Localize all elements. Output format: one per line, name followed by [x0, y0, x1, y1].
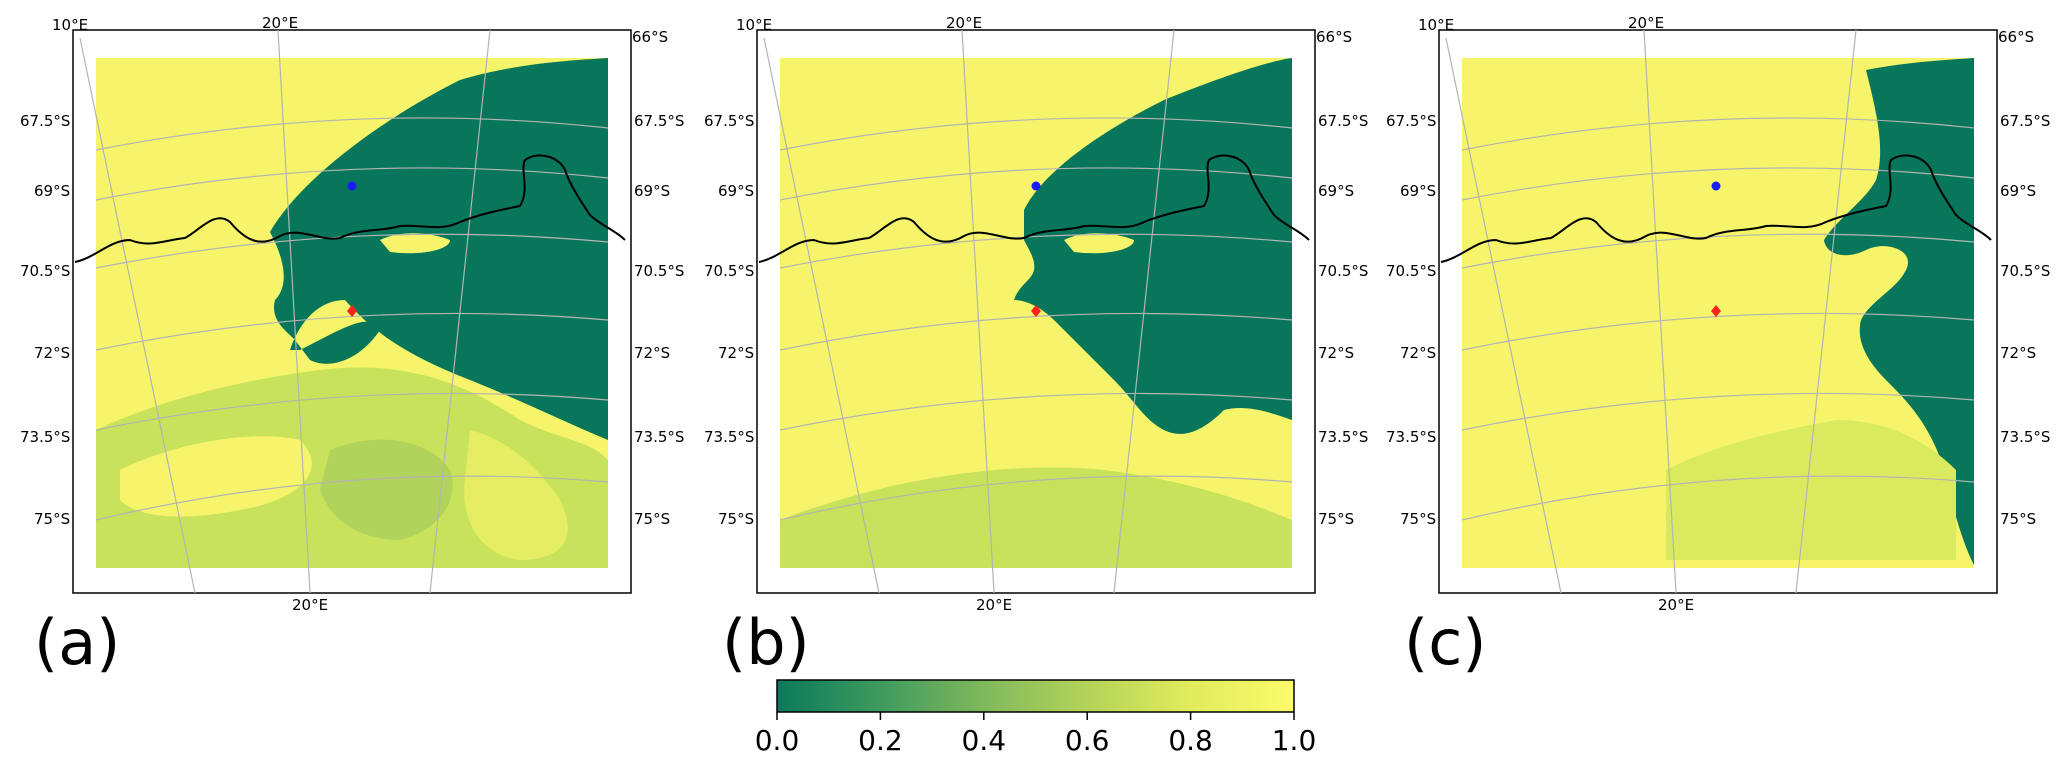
coastline: [758, 154, 1310, 263]
tick-67.5S-right: 67.5°S: [634, 112, 684, 130]
tick-66S-right: 66°S: [1316, 28, 1352, 46]
tick-66S-right: 66°S: [1998, 28, 2034, 46]
tick-75S-right: 75°S: [1318, 510, 1354, 528]
panel-label-b: (b): [722, 606, 810, 679]
tick-75S-left: 75°S: [718, 510, 754, 528]
map-panel-a: 10°E 20°E 20°E 67.5°S 69°S 70.5°S 72°S 7…: [20, 14, 684, 679]
graticule: [1445, 29, 1975, 594]
tick-bottom-20E: 20°E: [1658, 596, 1694, 614]
colorbar-tick-2: 0.4: [962, 724, 1007, 757]
map-data-a: [96, 58, 608, 568]
tick-70.5S-right: 70.5°S: [1318, 262, 1368, 280]
tick-70.5S-left: 70.5°S: [704, 262, 754, 280]
tick-69S-right: 69°S: [1318, 182, 1354, 200]
map-data-b: [780, 58, 1292, 568]
tick-20E: 20°E: [946, 14, 982, 32]
blue-dot-marker: [1711, 181, 1721, 191]
tick-75S-left: 75°S: [1400, 510, 1436, 528]
red-diamond-marker: [347, 305, 357, 317]
tick-73.5S-right: 73.5°S: [634, 428, 684, 446]
colorbar-tick-4: 0.8: [1168, 724, 1213, 757]
tick-bottom-20E: 20°E: [292, 596, 328, 614]
tick-67.5S-right: 67.5°S: [2000, 112, 2050, 130]
tick-20E: 20°E: [262, 14, 298, 32]
tick-72S-right: 72°S: [634, 344, 670, 362]
tick-73.5S-right: 73.5°S: [1318, 428, 1368, 446]
map-panel-c: 10°E 20°E 20°E 67.5°S 69°S 70.5°S 72°S 7…: [1386, 14, 2050, 679]
tick-70.5S-right: 70.5°S: [634, 262, 684, 280]
tick-20E: 20°E: [1628, 14, 1664, 32]
tick-69S-left: 69°S: [718, 182, 754, 200]
colorbar-tick-3: 0.6: [1065, 724, 1110, 757]
blue-dot-marker: [347, 181, 357, 191]
tick-73.5S-left: 73.5°S: [704, 428, 754, 446]
tick-67.5S-left: 67.5°S: [20, 112, 70, 130]
tick-73.5S-left: 73.5°S: [20, 428, 70, 446]
tick-10E: 10°E: [1418, 16, 1454, 34]
tick-72S-right: 72°S: [2000, 344, 2036, 362]
map-panel-b: 10°E 20°E 20°E 67.5°S 69°S 70.5°S 72°S 7…: [704, 14, 1368, 679]
tick-66S-right: 66°S: [632, 28, 668, 46]
tick-69S-left: 69°S: [34, 182, 70, 200]
tick-73.5S-left: 73.5°S: [1386, 428, 1436, 446]
tick-73.5S-right: 73.5°S: [2000, 428, 2050, 446]
tick-69S-left: 69°S: [1400, 182, 1436, 200]
tick-bottom-20E: 20°E: [976, 596, 1012, 614]
red-diamond-marker: [1711, 305, 1721, 317]
blue-dot-marker: [1031, 181, 1041, 191]
tick-70.5S-right: 70.5°S: [2000, 262, 2050, 280]
graticule: [763, 29, 1293, 594]
panel-label-a: (a): [34, 606, 120, 679]
tick-72S-left: 72°S: [34, 344, 70, 362]
colorbar-tick-0: 0.0: [755, 724, 800, 757]
red-diamond-marker: [1031, 305, 1041, 317]
colorbar-ticks: [776, 712, 1295, 720]
tick-10E: 10°E: [736, 16, 772, 34]
tick-75S-right: 75°S: [2000, 510, 2036, 528]
colorbar-gradient: [776, 679, 1295, 713]
tick-75S-right: 75°S: [634, 510, 670, 528]
coastline: [1440, 154, 1992, 263]
colorbar: 0.0 0.2 0.4 0.6 0.8 1.0: [755, 679, 1317, 757]
tick-70.5S-left: 70.5°S: [1386, 262, 1436, 280]
tick-67.5S-left: 67.5°S: [704, 112, 754, 130]
coastline: [74, 154, 626, 263]
graticule: [79, 29, 609, 594]
tick-72S-left: 72°S: [1400, 344, 1436, 362]
tick-69S-right: 69°S: [634, 182, 670, 200]
tick-75S-left: 75°S: [34, 510, 70, 528]
tick-10E: 10°E: [52, 16, 88, 34]
tick-67.5S-left: 67.5°S: [1386, 112, 1436, 130]
tick-70.5S-left: 70.5°S: [20, 262, 70, 280]
panel-label-c: (c): [1404, 606, 1486, 679]
tick-72S-right: 72°S: [1318, 344, 1354, 362]
colorbar-tick-1: 0.2: [858, 724, 903, 757]
colorbar-tick-5: 1.0: [1272, 724, 1317, 757]
tick-67.5S-right: 67.5°S: [1318, 112, 1368, 130]
tick-69S-right: 69°S: [2000, 182, 2036, 200]
tick-72S-left: 72°S: [718, 344, 754, 362]
